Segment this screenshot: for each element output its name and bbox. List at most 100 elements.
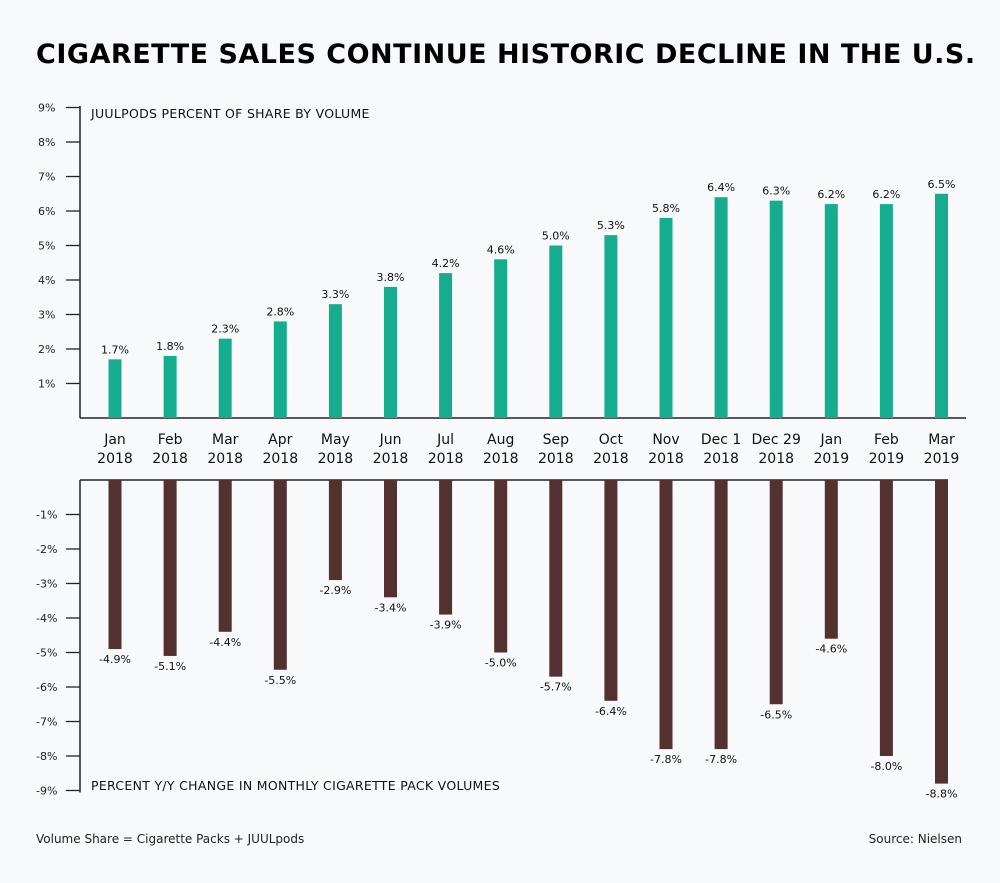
juul-bar (659, 217, 673, 418)
cigarette-bar (659, 480, 673, 750)
juul-data-label: 2.3% (211, 323, 239, 336)
juul-data-label: 4.6% (487, 243, 515, 256)
category-year-label: 2018 (428, 451, 464, 467)
juul-data-label: 6.2% (817, 188, 845, 201)
category-year-label: 2019 (869, 451, 905, 467)
category-year-label: 2018 (262, 451, 298, 467)
cigarette-data-label: -3.9% (430, 619, 462, 632)
category-year-label: 2018 (593, 451, 629, 467)
top-y-tick-label: 8% (38, 136, 55, 149)
juul-bar (108, 359, 122, 418)
top-chart-title: JUULPODS PERCENT OF SHARE BY VOLUME (90, 106, 370, 121)
category-year-label: 2018 (483, 451, 519, 467)
juul-bar (549, 245, 563, 418)
category-year-label: 2018 (97, 451, 133, 467)
cigarette-data-label: -5.5% (264, 674, 296, 687)
cigarette-data-label: -5.1% (154, 660, 186, 673)
bottom-y-tick-label: -5% (36, 647, 57, 660)
cigarette-bar (935, 480, 948, 784)
cigarette-bar (108, 480, 122, 650)
juul-data-label: 5.3% (597, 219, 625, 232)
category-year-label: 2018 (703, 451, 739, 467)
category-label: Jan (103, 432, 126, 448)
juul-data-label: 1.8% (156, 340, 184, 353)
cigarette-data-label: -2.9% (319, 584, 351, 597)
bottom-y-tick-label: -7% (36, 716, 57, 729)
cigarette-data-label: -8.0% (870, 760, 902, 773)
juul-bar (604, 235, 618, 418)
bottom-y-tick-label: -6% (36, 681, 57, 694)
category-year-label: 2019 (813, 451, 849, 467)
juul-data-label: 5.0% (542, 230, 570, 243)
category-label: May (321, 432, 350, 448)
cigarette-data-label: -4.9% (99, 653, 131, 666)
cigarette-bar (549, 480, 563, 677)
top-y-tick-label: 5% (38, 240, 55, 253)
juul-bar (439, 273, 453, 418)
juul-data-label: 6.5% (928, 178, 956, 191)
category-label: Mar (212, 432, 239, 448)
juul-data-label: 6.2% (872, 188, 900, 201)
category-label: Sep (543, 432, 570, 448)
category-label: Jan (820, 432, 843, 448)
bottom-chart-title: PERCENT Y/Y CHANGE IN MONTHLY CIGARETTE … (91, 778, 500, 793)
category-label: Aug (487, 432, 514, 448)
category-year-label: 2019 (924, 451, 960, 467)
cigarette-data-label: -5.0% (485, 657, 517, 670)
juul-data-label: 6.3% (762, 185, 790, 198)
top-y-tick-label: 2% (38, 343, 55, 356)
footer-source: Source: Nielsen (869, 832, 962, 846)
juul-bar (714, 197, 728, 418)
juul-data-label: 4.2% (432, 257, 460, 270)
category-year-label: 2018 (758, 451, 794, 467)
bottom-y-tick-label: -8% (36, 750, 57, 763)
footer-note: Volume Share = Cigarette Packs + JUULpod… (36, 832, 304, 846)
juul-bar (328, 304, 342, 418)
category-label: Dec 1 (701, 432, 741, 448)
juul-data-label: 3.8% (377, 271, 405, 284)
category-label: Oct (599, 432, 624, 448)
cigarette-data-label: -7.8% (705, 753, 737, 766)
category-label: Jul (436, 432, 454, 448)
category-year-label: 2018 (207, 451, 243, 467)
top-y-tick-label: 1% (38, 378, 55, 391)
category-year-label: 2018 (318, 451, 354, 467)
cigarette-bar (273, 480, 287, 670)
juul-data-label: 2.8% (266, 305, 294, 318)
cigarette-bar (328, 480, 342, 581)
cigarette-bar (714, 480, 728, 750)
juul-bar (879, 204, 893, 418)
category-year-label: 2018 (538, 451, 574, 467)
bottom-y-tick-label: -9% (36, 785, 57, 798)
juul-bar (273, 321, 287, 418)
top-y-tick-label: 9% (38, 102, 55, 115)
cigarette-data-label: -7.8% (650, 753, 682, 766)
juul-data-label: 1.7% (101, 343, 129, 356)
juul-data-label: 6.4% (707, 181, 735, 194)
cigarette-data-label: -6.5% (760, 708, 792, 721)
cigarette-bar (824, 480, 838, 639)
bottom-y-tick-label: -1% (36, 509, 57, 522)
juul-data-label: 5.8% (652, 202, 680, 215)
cigarette-bar (218, 480, 232, 632)
cigarette-data-label: -8.8% (926, 788, 958, 801)
cigarette-data-label: -5.7% (540, 681, 572, 694)
category-label: Apr (268, 432, 292, 448)
juul-bar (935, 193, 948, 418)
cigarette-bar (439, 480, 453, 615)
category-year-label: 2018 (373, 451, 409, 467)
cigarette-bar (604, 480, 618, 701)
cigarette-data-label: -3.4% (375, 601, 407, 614)
bottom-y-tick-label: -3% (36, 578, 57, 591)
top-y-tick-label: 3% (38, 309, 55, 322)
juul-bar (769, 200, 783, 418)
cigarette-bar (879, 480, 893, 756)
cigarette-bar (384, 480, 397, 598)
category-label: Nov (652, 432, 679, 448)
chart-title: CIGARETTE SALES CONTINUE HISTORIC DECLIN… (36, 39, 976, 70)
cigarette-bar (494, 480, 508, 653)
bottom-y-tick-label: -2% (36, 543, 57, 556)
cigarette-data-label: -6.4% (595, 705, 627, 718)
juul-bar (384, 286, 397, 418)
